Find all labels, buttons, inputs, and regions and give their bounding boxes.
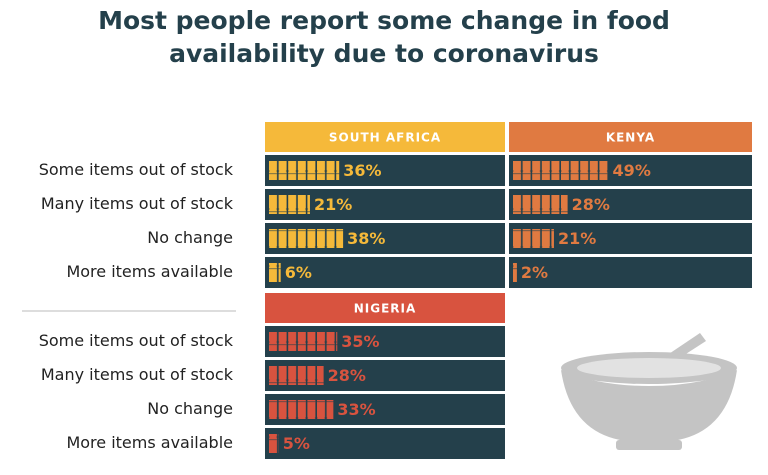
- category-label: More items available: [66, 262, 233, 281]
- bar: [269, 195, 310, 214]
- value-label: 2%: [521, 263, 548, 282]
- value-label: 35%: [341, 332, 379, 351]
- bowl-icon: [561, 333, 737, 450]
- bar: [269, 400, 334, 419]
- category-label: More items available: [66, 433, 233, 452]
- category-label: Some items out of stock: [39, 331, 234, 350]
- row-bg: [265, 257, 505, 288]
- bowl-foot: [616, 440, 682, 450]
- value-label: 21%: [558, 229, 596, 248]
- value-label: 36%: [343, 161, 381, 180]
- row-bg: [509, 257, 752, 288]
- panel-header: [265, 293, 505, 323]
- category-label: No change: [147, 228, 233, 247]
- value-label: 6%: [285, 263, 312, 282]
- panel-title: KENYA: [606, 131, 655, 145]
- value-label: 28%: [328, 366, 366, 385]
- category-label: Some items out of stock: [39, 160, 234, 179]
- bar: [513, 263, 517, 282]
- panel-title: NIGERIA: [354, 302, 417, 316]
- value-label: 28%: [572, 195, 610, 214]
- value-label: 49%: [613, 161, 651, 180]
- page-title: Most people report some change in food a…: [98, 6, 670, 68]
- panel-header: [265, 122, 505, 152]
- row-bg: [265, 428, 505, 459]
- bar: [269, 366, 324, 385]
- bowl-inside: [577, 358, 721, 378]
- panel-header: [509, 122, 752, 152]
- panel-title: SOUTH AFRICA: [329, 131, 441, 145]
- value-label: 38%: [347, 229, 385, 248]
- bar: [269, 229, 344, 248]
- category-label: No change: [147, 399, 233, 418]
- bar: [269, 434, 279, 453]
- bar: [269, 263, 281, 282]
- value-label: 33%: [337, 400, 375, 419]
- category-label: Many items out of stock: [41, 194, 234, 213]
- bar: [269, 161, 340, 180]
- bar: [513, 161, 609, 180]
- bowl-body: [561, 370, 737, 440]
- bar: [513, 195, 568, 214]
- bar: [269, 332, 338, 351]
- value-label: 21%: [314, 195, 352, 214]
- value-label: 5%: [283, 434, 310, 453]
- bar: [513, 229, 554, 248]
- category-label: Many items out of stock: [41, 365, 234, 384]
